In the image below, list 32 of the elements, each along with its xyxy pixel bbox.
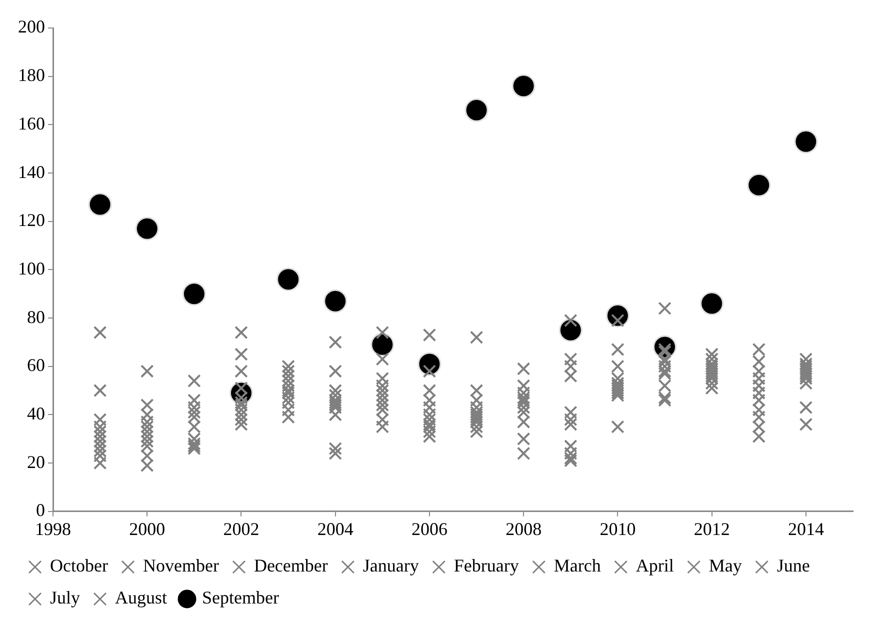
legend-label: November — [142, 556, 219, 576]
x-tick-label: 1998 — [35, 518, 71, 539]
x-tick-label: 2000 — [129, 518, 166, 539]
y-tick-label: 60 — [27, 355, 45, 376]
legend-label: December — [254, 556, 328, 576]
y-tick-label: 0 — [36, 500, 45, 520]
legend-label: February — [454, 556, 519, 576]
legend-label: September — [202, 588, 279, 608]
x-tick-label: 2010 — [600, 518, 636, 539]
legend-label: October — [50, 556, 108, 576]
x-tick-label: 2004 — [317, 518, 354, 539]
y-tick-label: 200 — [18, 16, 45, 37]
y-tick-label: 100 — [18, 258, 45, 278]
x-tick-label: 2006 — [411, 518, 448, 539]
legend-label: July — [50, 588, 80, 608]
x-tick-label: 2008 — [506, 518, 542, 539]
legend-label: June — [776, 556, 810, 576]
y-tick-label: 80 — [27, 306, 45, 327]
x-tick-label: 2014 — [788, 518, 824, 539]
y-tick-label: 180 — [18, 65, 45, 86]
y-tick-label: 20 — [27, 452, 45, 472]
legend-label: January — [362, 556, 419, 576]
legend-label: April — [636, 556, 674, 576]
y-tick-label: 120 — [18, 210, 45, 230]
y-tick-label: 40 — [27, 403, 45, 424]
x-tick-label: 2012 — [694, 518, 730, 539]
y-tick-label: 140 — [18, 162, 45, 182]
legend-label: March — [554, 556, 601, 576]
x-tick-label: 2002 — [223, 518, 260, 539]
legend-label: August — [115, 588, 168, 608]
legend-label: May — [708, 556, 742, 576]
y-tick-label: 160 — [18, 113, 45, 134]
